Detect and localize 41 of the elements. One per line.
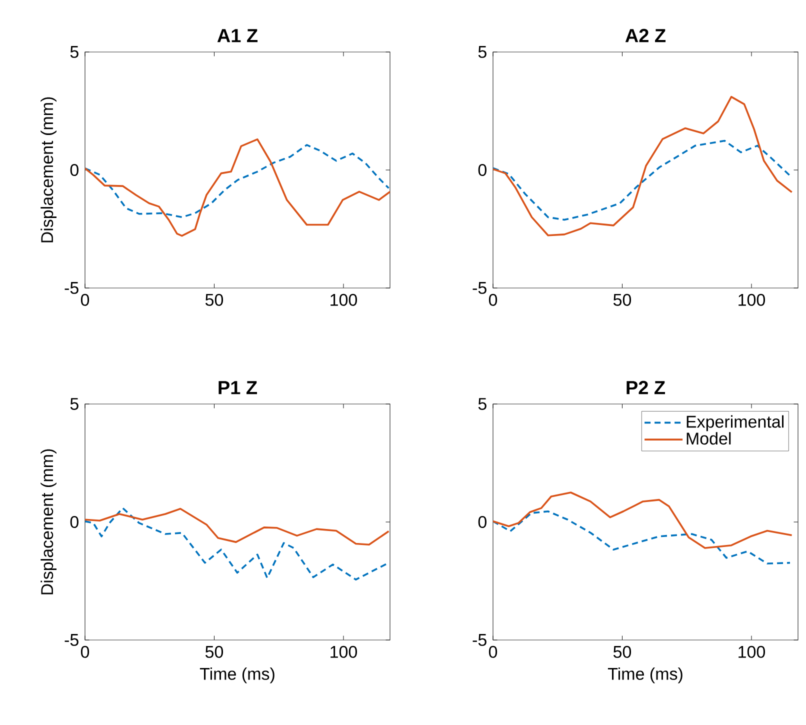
y-axis-title: Displacement (mm) — [40, 97, 56, 242]
x-tick-label: 100 — [330, 646, 357, 658]
legend-label: Experimental — [686, 415, 784, 432]
y-tick-label: 5 — [478, 46, 486, 58]
line-series — [85, 508, 390, 546]
y-tick-label: -5 — [64, 634, 78, 646]
chart-title: P1 Z — [218, 381, 258, 394]
line-series — [493, 96, 793, 236]
x-axis-title: Time (ms) — [200, 667, 274, 684]
chart-title: A2 Z — [625, 28, 666, 42]
y-tick-label: 0 — [478, 516, 486, 528]
x-tick-label: 0 — [80, 294, 90, 306]
y-tick-label: 0 — [70, 516, 78, 528]
y-tick-label: -5 — [472, 634, 486, 646]
x-tick-label: 50 — [205, 294, 224, 306]
x-tick-label: 50 — [613, 646, 632, 658]
x-tick-label: 100 — [738, 294, 766, 306]
y-tick-label: -5 — [472, 282, 486, 294]
x-tick-label: 100 — [330, 294, 357, 306]
chart-title: A1 Z — [217, 29, 258, 42]
y-tick-label: 5 — [478, 398, 486, 410]
line-series — [493, 492, 793, 549]
chart-title: P2 Z — [626, 380, 666, 394]
x-axis-title: Time (ms) — [608, 667, 682, 684]
line-series — [85, 144, 390, 218]
line-series — [85, 138, 390, 237]
x-tick-label: 50 — [613, 294, 632, 306]
x-tick-label: 100 — [738, 646, 766, 658]
y-tick-label: 0 — [478, 164, 486, 176]
y-tick-label: -5 — [64, 282, 78, 294]
x-tick-label: 0 — [488, 294, 498, 306]
line-series — [493, 140, 791, 221]
y-tick-label: 0 — [70, 164, 78, 176]
x-tick-label: 0 — [80, 646, 90, 658]
y-tick-label: 5 — [70, 398, 78, 410]
legend-label: Model — [686, 432, 731, 445]
y-tick-label: 5 — [70, 46, 78, 58]
x-tick-label: 50 — [205, 646, 224, 658]
line-series — [493, 510, 791, 564]
x-tick-label: 0 — [488, 646, 498, 658]
y-axis-title: Displacement (mm) — [40, 449, 56, 594]
